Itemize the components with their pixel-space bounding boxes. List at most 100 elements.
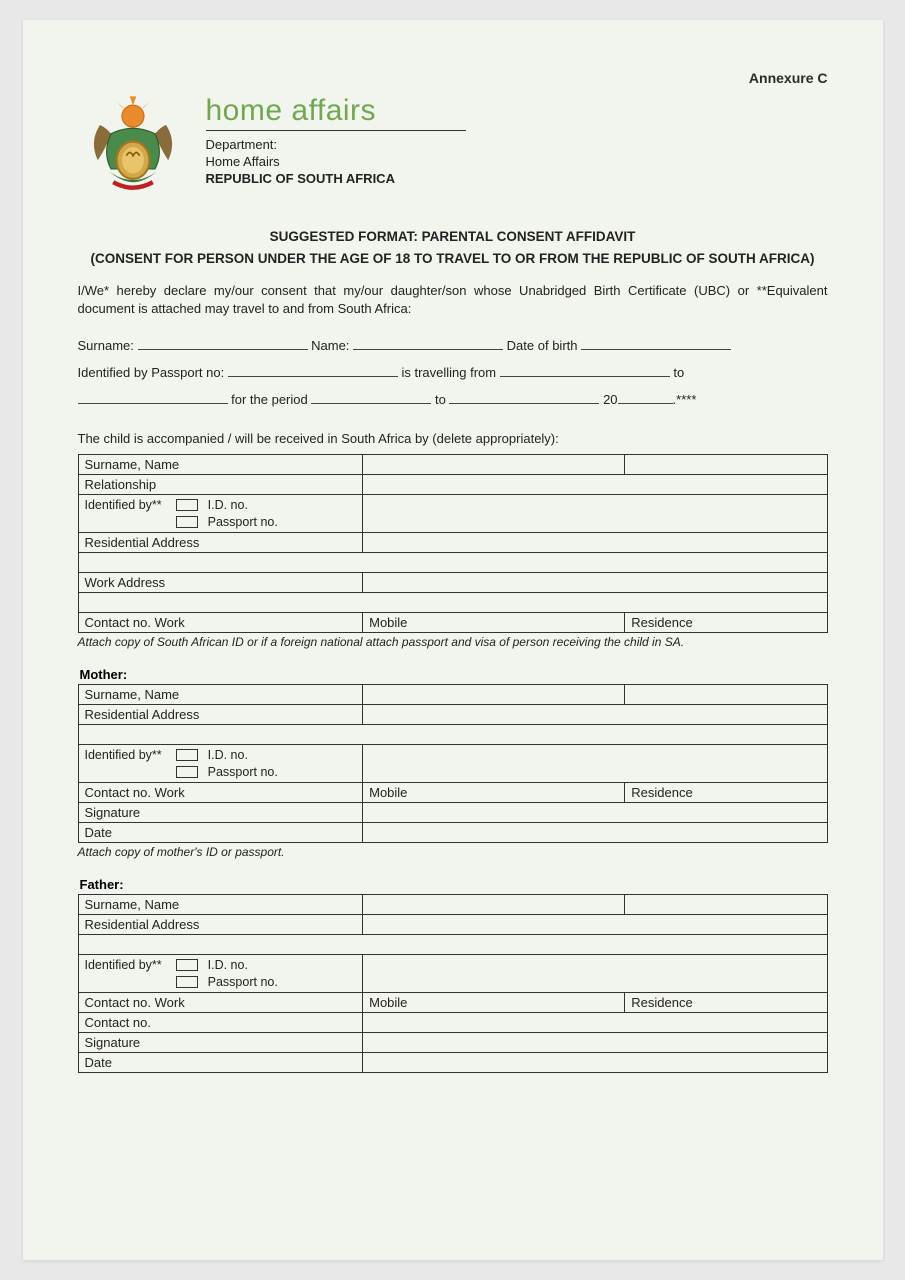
m-passport-text: Passport no. [208,765,278,779]
m-date-label: Date [78,823,363,843]
surname-label: Surname: [78,338,134,353]
home-affairs-title: home affairs [206,94,466,131]
letterhead: home affairs Department: Home Affairs RE… [78,92,828,202]
f-identified-value[interactable] [363,955,827,993]
cell-workaddr-value2[interactable] [78,593,827,613]
cell-resaddr-label: Residential Address [78,533,363,553]
m-passport-checkbox[interactable] [176,766,198,778]
m-resaddr-label: Residential Address [78,705,363,725]
id-checkbox[interactable] [176,499,198,511]
m-contact-work: Contact no. Work [85,785,185,800]
year-prefix: 20 [603,392,617,407]
stars-label: .**** [673,392,697,407]
cell-surname-value2[interactable] [625,455,827,475]
document-page: Annexure C home affairs Department: Home… [23,20,883,1260]
f-resaddr-label: Residential Address [78,915,363,935]
travelling-from-blank[interactable] [500,364,670,377]
to-label-1: to [673,365,684,380]
dob-blank[interactable] [581,337,731,350]
mother-table: Surname, Name Residential Address Identi… [78,684,828,843]
cell-resaddr-value2[interactable] [78,553,827,573]
document-title-line1: SUGGESTED FORMAT: PARENTAL CONSENT AFFID… [78,228,828,246]
contact-work-label: Contact no. Work [85,615,185,630]
f-date-value[interactable] [363,1053,827,1073]
note-mother: Attach copy of mother's ID or passport. [78,845,828,859]
m-resaddr-value[interactable] [363,705,827,725]
residence-label: Residence [631,615,692,630]
cell-workaddr-value[interactable] [363,573,827,593]
f-surname-label: Surname, Name [78,895,363,915]
passport-line: Identified by Passport no: is travelling… [78,359,828,386]
cell-relationship-label: Relationship [78,475,363,495]
f-contactno-label: Contact no. [78,1013,363,1033]
year-blank[interactable] [618,391,673,404]
f-contactno-value[interactable] [363,1013,827,1033]
m-surname-label: Surname, Name [78,685,363,705]
document-title-line2: (CONSENT FOR PERSON UNDER THE AGE OF 18 … [78,250,828,268]
f-signature-value[interactable] [363,1033,827,1053]
country-name: REPUBLIC OF SOUTH AFRICA [206,171,466,188]
identified-by-text: Identified by** [85,498,162,512]
m-id-checkbox[interactable] [176,749,198,761]
cell-identified-value[interactable] [363,495,827,533]
cell-identified-label: Identified by**I.D. no. Identified by**P… [78,495,363,533]
m-date-value[interactable] [363,823,827,843]
mother-heading: Mother: [80,667,828,682]
destination-blank[interactable] [78,391,228,404]
period-from-blank[interactable] [311,391,431,404]
m-identified-text: Identified by** [85,748,162,762]
m-signature-value[interactable] [363,803,827,823]
m-identified-label: Identified by**I.D. no. Identified by**P… [78,745,363,783]
cell-surname-value[interactable] [363,455,625,475]
m-signature-label: Signature [78,803,363,823]
f-idno-text: I.D. no. [208,958,248,972]
period-line: for the period to 20 .**** [78,386,828,413]
m-residence: Residence [631,785,692,800]
f-surname-value[interactable] [363,895,625,915]
travelling-label: is travelling from [401,365,496,380]
child-name-line: Surname: Name: Date of birth [78,332,828,359]
cell-workaddr-label: Work Address [78,573,363,593]
cell-resaddr-value[interactable] [363,533,827,553]
dob-label: Date of birth [507,338,578,353]
f-id-checkbox[interactable] [176,959,198,971]
f-date-label: Date [78,1053,363,1073]
passport-label: Identified by Passport no: [78,365,225,380]
m-identified-value[interactable] [363,745,827,783]
father-heading: Father: [80,877,828,892]
passport-checkbox[interactable] [176,516,198,528]
to-label-2: to [435,392,446,407]
annexure-label: Annexure C [78,70,828,86]
f-identified-text: Identified by** [85,958,162,972]
f-mobile: Mobile [369,995,407,1010]
f-resaddr-value2[interactable] [78,935,827,955]
m-mobile: Mobile [369,785,407,800]
period-label: for the period [231,392,308,407]
f-signature-label: Signature [78,1033,363,1053]
accompanying-table: Surname, Name Relationship Identified by… [78,454,828,633]
m-surname-value2[interactable] [625,685,827,705]
f-passport-text: Passport no. [208,975,278,989]
passport-no-text: Passport no. [208,515,278,529]
f-resaddr-value[interactable] [363,915,827,935]
department-name: Home Affairs [206,154,466,171]
name-blank[interactable] [353,337,503,350]
accompanied-caption: The child is accompanied / will be recei… [78,431,828,446]
f-identified-label: Identified by**I.D. no. Identified by**P… [78,955,363,993]
id-no-text: I.D. no. [208,498,248,512]
passport-blank[interactable] [228,364,398,377]
note-receiver: Attach copy of South African ID or if a … [78,635,828,649]
surname-blank[interactable] [138,337,308,350]
period-to-blank[interactable] [449,391,599,404]
m-idno-text: I.D. no. [208,748,248,762]
f-surname-value2[interactable] [625,895,827,915]
m-resaddr-value2[interactable] [78,725,827,745]
department-text-block: home affairs Department: Home Affairs RE… [206,92,466,188]
m-surname-value[interactable] [363,685,625,705]
mobile-label: Mobile [369,615,407,630]
cell-relationship-value[interactable] [363,475,827,495]
f-residence: Residence [631,995,692,1010]
f-passport-checkbox[interactable] [176,976,198,988]
f-contact-work: Contact no. Work [85,995,185,1010]
father-table: Surname, Name Residential Address Identi… [78,894,828,1073]
